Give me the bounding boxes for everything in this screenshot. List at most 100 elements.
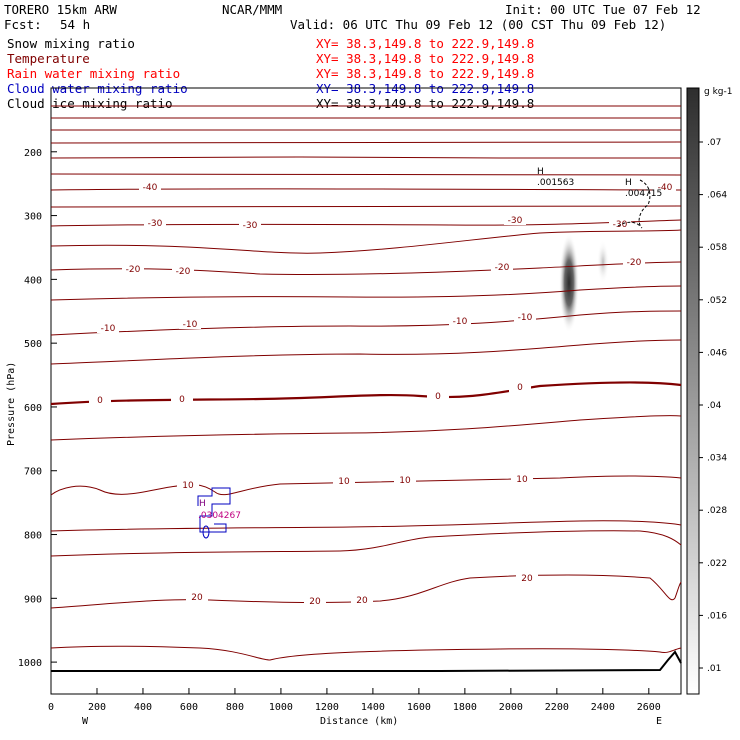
init-time: Init: 00 UTC Tue 07 Feb 12: [505, 2, 701, 17]
y-tick-label: 700: [24, 467, 42, 478]
temperature-contour: [50, 141, 682, 144]
contour-label: -20: [495, 263, 510, 273]
x-tick-label: 0: [48, 702, 54, 713]
contour-label-bg: [122, 264, 144, 274]
contour-label: 10: [516, 475, 528, 485]
contour-label-bg: [516, 573, 538, 583]
x-tick-label: 400: [134, 702, 152, 713]
colorbar-tick-label: .028: [707, 506, 727, 516]
contour-label: 20: [309, 597, 321, 607]
temperature-contour: [50, 261, 682, 276]
legend-xy: XY= 38.3,149.8 to 222.9,149.8: [316, 36, 534, 51]
temperature-contour: [50, 156, 681, 159]
contour-label: 0: [435, 392, 441, 402]
cloud-water-contour: [197, 487, 231, 533]
y-tick-label: 1000: [18, 658, 42, 669]
plot-frame: [50, 87, 682, 695]
contour-label: -20: [176, 267, 191, 277]
x-tick-label: 1800: [453, 702, 477, 713]
contour-label-bg: [504, 215, 526, 225]
cloud-water-cell: [202, 525, 210, 539]
x-tick-label: 2200: [545, 702, 569, 713]
contour-label: -10: [101, 324, 116, 334]
contour-label-bg: [427, 391, 449, 401]
contour-label-bg: [623, 257, 645, 267]
contour-label: -40: [658, 183, 673, 193]
colorbar-unit: g kg-1: [704, 87, 732, 97]
contour-label-bg: [509, 382, 531, 392]
legend-label: Rain water mixing ratio: [7, 66, 180, 81]
temperature-contour: [50, 205, 682, 208]
temperature-contour: [50, 339, 682, 365]
field-legend: Snow mixing ratio XY= 38.3,149.8 to 222.9…: [7, 36, 534, 111]
x-tick-label: 1200: [315, 702, 339, 713]
x-tick-label: 200: [88, 702, 106, 713]
y-tick-label: 900: [24, 594, 42, 605]
temperature-contour: [50, 381, 682, 406]
x-tick-label: 600: [180, 702, 198, 713]
contour-label-bg: [97, 323, 119, 333]
temperature-contour: [50, 530, 682, 557]
contour-label-bg: [186, 592, 208, 602]
temperature-contour: [50, 173, 682, 176]
temperature-contour-labels: -40 -40-30 -30 -30 -30-20 -20 -20 -20-10 -10 -10-…: [89, 182, 676, 607]
terrain-line: [51, 650, 682, 672]
colorbar-tick-label: .04: [707, 401, 722, 411]
y-tick-label: 600: [24, 403, 42, 414]
contour-label-bg: [333, 476, 355, 486]
contour-label: -10: [183, 320, 198, 330]
center-label: NCAR/MMM: [222, 2, 282, 17]
contour-label-bg: [394, 475, 416, 485]
x-tick-label: 2600: [637, 702, 661, 713]
contour-label: -10: [518, 313, 533, 323]
forecast-hour: 54 h: [60, 17, 90, 32]
cloud-water-max-value: .0304267: [198, 511, 241, 521]
contour-label-bg: [144, 218, 166, 228]
colorbar-tick-label: .058: [707, 243, 727, 253]
snow-maxima: H.001563 H.004715: [537, 167, 662, 199]
contour-label-bg: [239, 220, 261, 230]
contour-label: 20: [356, 596, 368, 606]
colorbar-tick-label: .07: [707, 138, 721, 148]
x-tick-label: 2400: [591, 702, 615, 713]
contour-label-bg: [351, 595, 373, 605]
x-tick-label: 1400: [361, 702, 385, 713]
model-title: TORERO 15km ARW: [4, 2, 117, 17]
contour-label-bg: [514, 312, 536, 322]
legend-label: Cloud ice mixing ratio: [7, 96, 173, 111]
contour-label-bg: [511, 474, 533, 484]
x-axis-title: Distance (km): [320, 716, 398, 727]
x-axis: 0 200 400 600 800 1000 1200 1400 1600 1800 2000 220…: [48, 688, 661, 713]
snow-max-value: .004715: [625, 189, 662, 199]
colorbar-tick-label: .046: [707, 348, 727, 358]
temperature-contour: [50, 310, 682, 336]
y-tick-label: 400: [24, 275, 42, 286]
colorbar-tick-label: .034: [707, 454, 727, 464]
temperature-contour: [50, 415, 682, 441]
contour-label-bg: [172, 266, 194, 276]
contour-label-bg: [179, 319, 201, 329]
contour-label: 20: [191, 593, 203, 603]
contour-label: -30: [243, 221, 258, 231]
forecast-label: Fcst:: [4, 17, 42, 32]
colorbar: [686, 87, 700, 695]
legend-label: Snow mixing ratio: [7, 36, 135, 51]
colorbar-tick-label: .064: [707, 191, 727, 201]
y-tick-label: 800: [24, 531, 42, 542]
colorbar-ticks: .07 .064 .058 .052 .046 .04 .034 .028 .022 .016 .0…: [699, 138, 727, 674]
valid-time: Valid: 06 UTC Thu 09 Feb 12 (00 CST Thu …: [290, 17, 666, 32]
contour-label: 10: [182, 481, 194, 491]
contour-label: -10: [453, 317, 468, 327]
y-axis: 200 300 400 500 600 700 800 900 1000: [18, 148, 57, 669]
cloud-ice-contour-2: [617, 221, 641, 227]
contour-label: -20: [126, 265, 141, 275]
temperature-contour: [50, 475, 682, 496]
contour-label: 10: [338, 477, 350, 487]
colorbar-tick-label: .01: [707, 664, 721, 674]
contour-label: -30: [508, 216, 523, 226]
temperature-contour: [50, 520, 682, 532]
contour-label: 10: [399, 476, 411, 486]
snow-max-h: H: [625, 178, 632, 188]
y-tick-label: 500: [24, 339, 42, 350]
